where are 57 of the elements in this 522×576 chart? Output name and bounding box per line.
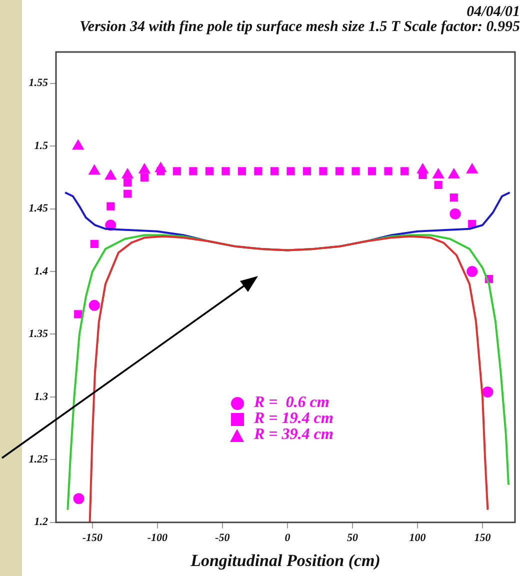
point [450, 193, 458, 202]
point [482, 386, 494, 398]
point [123, 190, 132, 198]
x-tick-label: -50 [215, 532, 230, 544]
y-tick-label: 1.4 [34, 265, 48, 278]
point [270, 167, 278, 176]
y-tick-label: 1.3 [34, 390, 48, 403]
point [466, 163, 478, 174]
legend-label: R = 0.6 cm [254, 394, 330, 411]
point [72, 140, 84, 150]
x-tick-label: -100 [147, 532, 168, 544]
point [172, 167, 181, 176]
point [106, 202, 115, 210]
point [450, 208, 461, 220]
y-tick-label: 1.2 [34, 516, 48, 528]
y-tick-label: 1.25 [28, 454, 48, 466]
point [448, 168, 460, 178]
point [88, 164, 100, 175]
point [352, 167, 360, 176]
point [189, 167, 198, 176]
point [205, 167, 214, 176]
y-tick-label: 1.55 [28, 77, 48, 90]
legend-label: R = 39.4 cm [254, 426, 334, 443]
point [222, 167, 230, 176]
point [432, 168, 444, 178]
point [335, 167, 344, 176]
y-tick-label: 1.5 [34, 140, 48, 152]
point [286, 167, 295, 176]
chart-title: Version 34 with fine pole tip surface mesh size 1.5 T Scale factor: 0.995 [80, 18, 520, 35]
point [140, 173, 148, 182]
x-tick-label: 50 [346, 532, 358, 544]
point [122, 168, 134, 178]
point [384, 167, 392, 176]
point [302, 167, 311, 176]
point [104, 170, 116, 180]
point [123, 178, 132, 186]
point [400, 167, 409, 176]
x-axis-title: Longitudinal Position (cm) [190, 551, 380, 570]
point [90, 240, 98, 248]
x-tick-label: -150 [82, 532, 103, 544]
legend-label: R = 19.4 cm [254, 410, 334, 427]
point [88, 300, 100, 311]
point [74, 310, 82, 318]
point [466, 266, 478, 278]
point [73, 493, 84, 504]
point [368, 167, 376, 176]
x-tick-label: 150 [474, 532, 492, 544]
x-tick-label: 100 [409, 532, 426, 544]
y-tick-label: 1.45 [28, 202, 48, 215]
point [254, 167, 262, 176]
y-tick-label: 1.35 [28, 328, 48, 340]
point [434, 180, 442, 189]
text: 04/04/01 [466, 4, 520, 20]
point [238, 167, 246, 176]
x-tick-label: 0 [284, 532, 291, 544]
point [319, 167, 328, 176]
point [138, 163, 150, 174]
